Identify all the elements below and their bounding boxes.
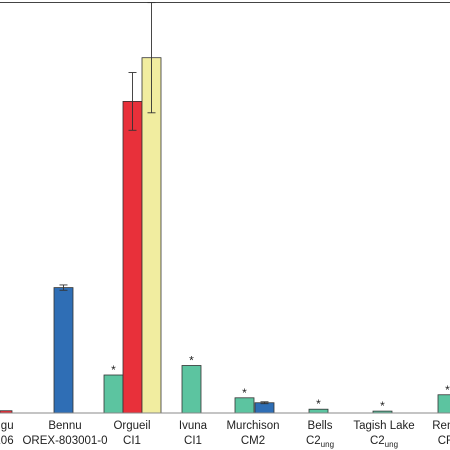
error-bar-3 <box>128 72 137 131</box>
x-tick-labels: ugu 106 Bennu OREX-803001-0 Orgueil CI1 Ivuna C… <box>0 420 450 449</box>
bar-5 <box>181 365 202 414</box>
significance-star-6: * <box>242 386 247 400</box>
x-tick-label-line1-5: Bells <box>308 420 333 432</box>
x-tick-label-line1-6: Tagish Lake <box>353 420 414 432</box>
x-tick-label-line1-4: Murchison <box>226 420 279 432</box>
bar-1 <box>53 287 74 414</box>
x-tick-label-line2-1: OREX-803001-0 <box>22 435 107 447</box>
x-tick-label-line2-2: CI1 <box>123 435 141 447</box>
x-tick-label-line2-3: CI1 <box>184 435 202 447</box>
significance-star-5: * <box>189 354 194 368</box>
bar-2 <box>103 374 124 414</box>
bar-7 <box>254 402 275 414</box>
error-bar-7 <box>260 401 269 405</box>
bars-layer: * * * * * * <box>0 2 450 414</box>
x-tick-label-line1-1: Bennu <box>48 420 81 432</box>
bar-3 <box>122 101 143 414</box>
significance-star-9: * <box>380 399 385 413</box>
bar-6 <box>234 397 255 414</box>
x-tick-label-line2-7: CR <box>438 435 450 447</box>
x-tick-label-line2-0: 106 <box>0 435 14 447</box>
x-tick-label-line2-6: C2ung <box>370 435 398 449</box>
error-bar-4 <box>147 2 156 114</box>
x-tick-label-line1-0: ugu <box>0 420 14 432</box>
x-tick-label-line1-7: Rena <box>432 420 450 432</box>
x-tick-label-subscript-5: ung <box>321 440 334 449</box>
significance-star-10: * <box>445 383 450 397</box>
x-tick-label-line2-5: C2ung <box>306 435 334 449</box>
significance-star-2: * <box>111 363 116 377</box>
x-tick-label-subscript-6: ung <box>385 440 398 449</box>
x-tick-label-line1-3: Ivuna <box>179 420 208 432</box>
error-bar-1 <box>59 284 68 291</box>
significance-star-8: * <box>316 397 321 411</box>
x-tick-label-line1-2: Orgueil <box>113 420 150 432</box>
x-tick-label-line2-4: CM2 <box>241 435 265 447</box>
bar-10 <box>437 394 450 414</box>
